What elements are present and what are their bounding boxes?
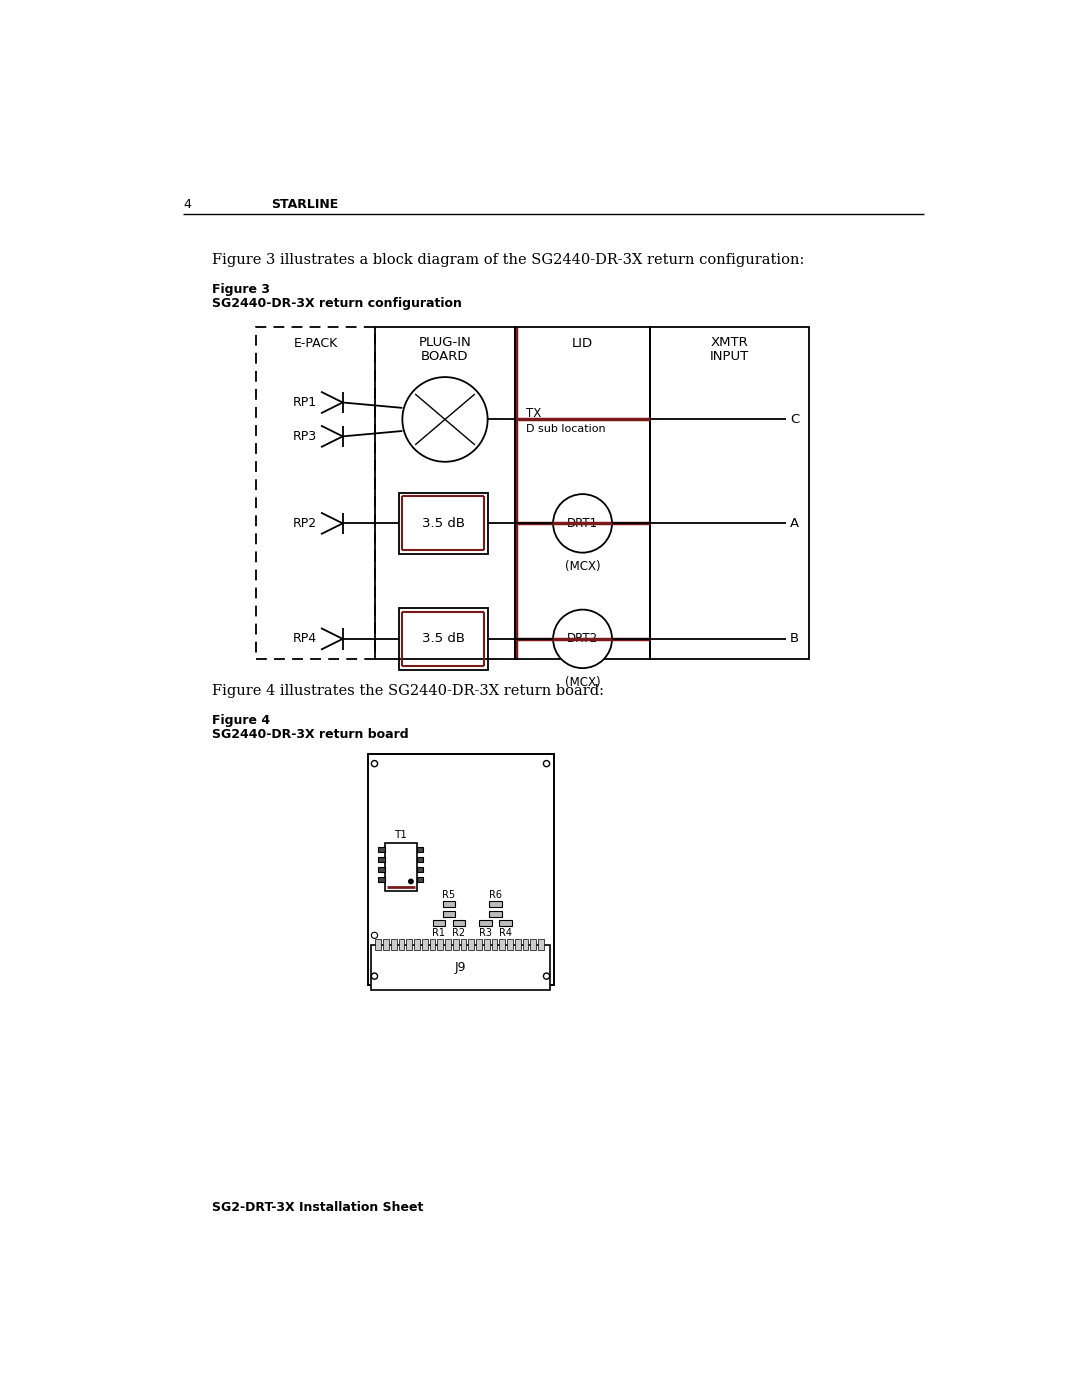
Text: J9: J9 (455, 961, 467, 974)
Text: A: A (789, 517, 799, 529)
Bar (515, 327, 650, 659)
Bar (507, 939, 513, 950)
Text: RP4: RP4 (293, 633, 318, 645)
Text: B: B (789, 633, 799, 645)
Bar (523, 939, 528, 950)
Text: RP2: RP2 (293, 517, 318, 529)
Text: INPUT: INPUT (711, 349, 750, 363)
Bar (499, 939, 505, 950)
Text: E-PACK: E-PACK (294, 338, 338, 351)
Text: RP3: RP3 (293, 430, 318, 443)
Circle shape (403, 377, 488, 462)
Bar (530, 939, 536, 950)
Bar (399, 608, 488, 669)
Circle shape (408, 879, 414, 884)
Text: PLUG-IN: PLUG-IN (419, 335, 471, 349)
Bar (399, 493, 488, 555)
Bar (414, 939, 420, 950)
Bar (384, 842, 417, 891)
Bar (399, 939, 404, 950)
Bar (372, 946, 550, 990)
Bar (489, 911, 501, 916)
Bar (499, 921, 512, 926)
Text: D sub location: D sub location (526, 423, 606, 433)
Bar (375, 939, 381, 950)
Bar (417, 866, 423, 872)
Bar (417, 856, 423, 862)
Text: SG2440-DR-3X return board: SG2440-DR-3X return board (213, 728, 409, 740)
Text: SG2440-DR-3X return configuration: SG2440-DR-3X return configuration (213, 296, 462, 310)
Text: R4: R4 (499, 928, 512, 937)
Bar (489, 901, 501, 907)
Bar (453, 921, 465, 926)
Bar (430, 939, 435, 950)
Text: C: C (789, 414, 799, 426)
Bar (443, 911, 455, 916)
Text: TX: TX (526, 407, 542, 419)
Bar (433, 921, 445, 926)
Bar (437, 939, 443, 950)
Bar (417, 877, 423, 882)
Text: Figure 4 illustrates the SG2440-DR-3X return board:: Figure 4 illustrates the SG2440-DR-3X re… (213, 685, 605, 698)
Text: DRT1: DRT1 (567, 517, 598, 529)
Text: Figure 3: Figure 3 (213, 282, 270, 296)
Bar (460, 939, 467, 950)
Bar (476, 939, 482, 950)
Bar (417, 847, 423, 852)
Text: Figure 3 illustrates a block diagram of the SG2440-DR-3X return configuration:: Figure 3 illustrates a block diagram of … (213, 253, 805, 267)
Bar (378, 866, 384, 872)
Text: R1: R1 (432, 928, 445, 937)
Bar (484, 939, 489, 950)
Bar (469, 939, 474, 950)
Text: DRT2: DRT2 (567, 633, 598, 645)
Text: 4: 4 (183, 198, 191, 211)
Text: LID: LID (572, 338, 593, 351)
Bar (538, 939, 544, 950)
Bar (378, 877, 384, 882)
Bar (453, 939, 459, 950)
Bar (515, 939, 521, 950)
Bar (367, 754, 554, 985)
Bar (480, 921, 491, 926)
Circle shape (553, 495, 612, 553)
Bar (445, 939, 450, 950)
Text: R2: R2 (453, 928, 465, 937)
Text: Figure 4: Figure 4 (213, 714, 271, 726)
Text: 3.5 dB: 3.5 dB (421, 517, 464, 529)
Bar (375, 327, 515, 659)
Bar (443, 901, 455, 907)
Bar (256, 327, 375, 659)
Text: 3.5 dB: 3.5 dB (421, 633, 464, 645)
Text: STARLINE: STARLINE (271, 198, 338, 211)
Text: (MCX): (MCX) (565, 676, 600, 689)
Text: R5: R5 (443, 890, 456, 900)
Bar (383, 939, 389, 950)
Text: XMTR: XMTR (711, 335, 748, 349)
Text: R6: R6 (489, 890, 502, 900)
Text: BOARD: BOARD (421, 349, 469, 363)
Text: RP1: RP1 (293, 395, 318, 409)
Bar (422, 939, 428, 950)
Bar (378, 847, 384, 852)
Bar (391, 939, 396, 950)
Bar (406, 939, 413, 950)
Circle shape (553, 609, 612, 668)
Bar (491, 939, 497, 950)
Bar (650, 327, 809, 659)
Text: SG2-DRT-3X Installation Sheet: SG2-DRT-3X Installation Sheet (213, 1200, 423, 1214)
Text: (MCX): (MCX) (565, 560, 600, 573)
Text: T1: T1 (394, 830, 407, 840)
Bar (378, 856, 384, 862)
Text: R3: R3 (478, 928, 491, 937)
